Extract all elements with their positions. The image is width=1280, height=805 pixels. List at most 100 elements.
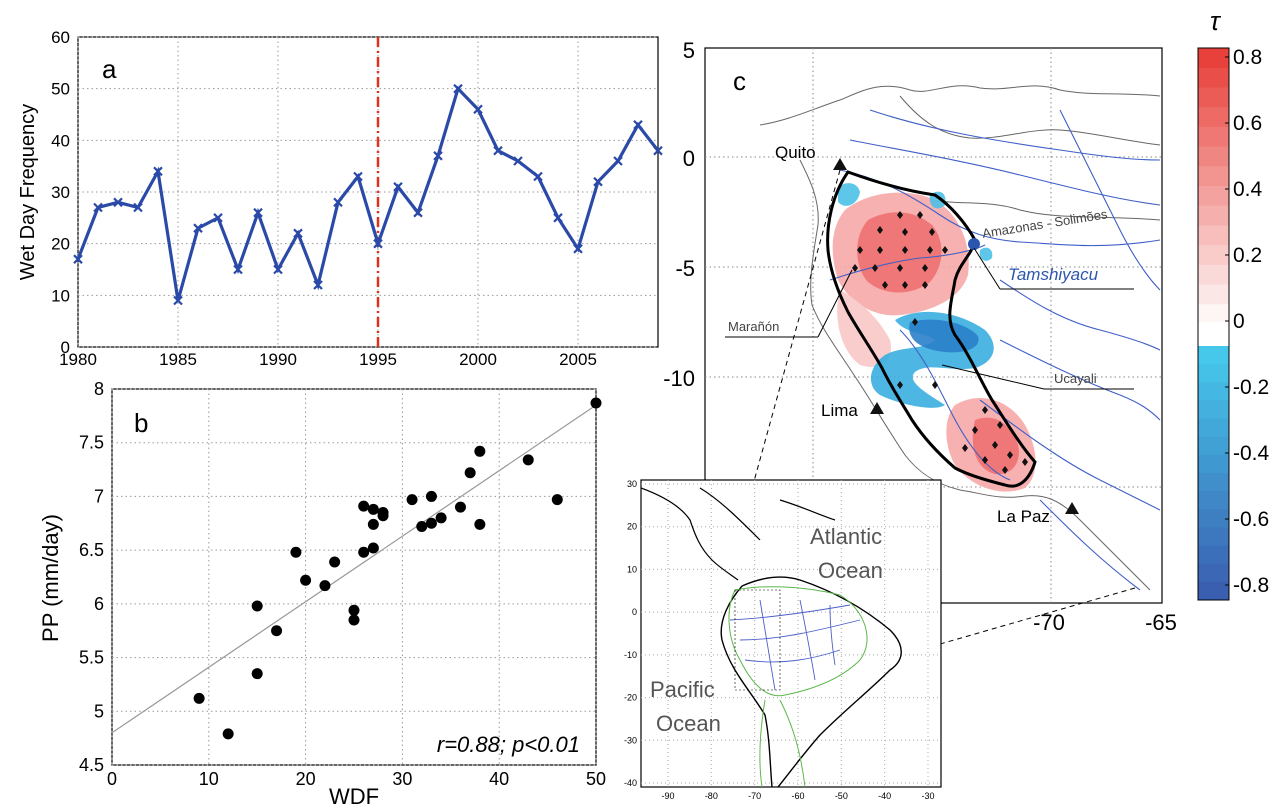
panel-c-maranon-leader: [817, 269, 853, 338]
panel-c-significance-marker: [897, 264, 903, 272]
panel-b-point: [271, 625, 283, 637]
panel-b-point: [425, 490, 437, 502]
panel-a-xtick-label: 1995: [359, 350, 397, 369]
panel-c-significance-marker: [902, 228, 908, 236]
panel-b-point: [377, 507, 389, 519]
panel-c-label: c: [733, 66, 746, 96]
panel-b-point: [367, 503, 379, 515]
inset-ytick-label: -30: [624, 735, 637, 745]
panel-a-point: [493, 145, 503, 156]
panel-b-xtick-label: 10: [199, 769, 219, 789]
panel-a-point: [93, 202, 103, 213]
inset-map: -90 -80 -70 -60 -50 -40 -30 30 20 10 0 -10 -20 -30 -40…: [624, 169, 1136, 801]
inset-xtick-label: -60: [791, 791, 804, 801]
panel-a-point: [113, 197, 123, 208]
panel-b-annotation: r=0.88; p<0.01: [437, 732, 580, 757]
panel-b-point: [416, 521, 428, 533]
inset-basin-boundaries: [728, 586, 868, 787]
inset-label-atlantic-2: Ocean: [818, 558, 883, 583]
colorbar-step-positive: [1198, 146, 1229, 167]
panel-a-ytick-label: 10: [51, 286, 70, 305]
panel-b-point: [551, 494, 563, 506]
panel-c-significance-marker: [1022, 458, 1028, 466]
panel-b-scatter-chart: 0 10 20 30 40 50 4.5 5 5.5 6 6.5 7 7.5 8 b r=0.88; p<…: [38, 379, 606, 805]
panel-c-significance-marker: [897, 381, 903, 389]
panel-c-significance-marker: [902, 246, 908, 254]
panel-c-station-marker: [968, 238, 980, 250]
colorbar-step-negative: [1198, 581, 1229, 601]
inset-xtick-label: -40: [878, 791, 891, 801]
colorbar-tick-label: -0.4: [1233, 442, 1270, 465]
panel-b-ytick-label: 7: [94, 486, 104, 506]
panel-a-point: [613, 156, 623, 166]
panel-b-xtick-label: 30: [392, 769, 412, 789]
panel-b-fit-line: [111, 404, 597, 734]
inset-label-pacific-2: Ocean: [656, 711, 721, 736]
panel-c-significance-marker: [877, 246, 883, 254]
panel-a-ytick-label: 40: [51, 131, 70, 150]
panel-c-significance-marker: [982, 406, 988, 414]
inset-xtick-label: -50: [835, 791, 848, 801]
panel-b-point: [348, 604, 360, 616]
panel-c-significance-marker: [992, 441, 998, 449]
panel-b-ytick-label: 5: [94, 701, 104, 721]
panel-b-xtick-label: 50: [586, 769, 606, 789]
panel-a-point: [273, 264, 283, 275]
colorbar-step-positive: [1198, 107, 1229, 128]
inset-ytick-label: 20: [627, 522, 637, 532]
panel-c-significance-marker: [1007, 451, 1013, 459]
panel-a-point: [593, 176, 603, 187]
colorbar-step-negative: [1198, 346, 1229, 365]
colorbar-step-negative: [1198, 509, 1229, 528]
colorbar-tick-label: 0.8: [1233, 46, 1262, 69]
panel-c-significance-marker: [882, 281, 888, 289]
panel-a-point: [433, 151, 443, 161]
panel-c-significance-marker: [962, 444, 968, 452]
panel-c-positive-region-mid: [837, 290, 891, 368]
colorbar-step-positive: [1198, 225, 1229, 246]
panel-b-point: [358, 546, 370, 558]
panel-c-significance-marker: [942, 246, 948, 254]
colorbar-step-negative: [1198, 382, 1229, 401]
colorbar-frame: [1197, 47, 1230, 601]
panel-a-point: [333, 197, 343, 208]
panel-a-ytick-label: 20: [51, 235, 70, 254]
colorbar-step-positive: [1198, 126, 1229, 148]
colorbar-step-negative: [1198, 364, 1229, 383]
panel-a-xtick-label: 1985: [159, 350, 197, 369]
panel-c-ucayali-leader: [941, 364, 1045, 390]
panel-a-ylabel: Wet Day Frequency: [17, 104, 39, 280]
colorbar-step-negative: [1198, 400, 1229, 420]
panel-c-significance-marker: [997, 421, 1003, 429]
panel-b-ytick-label: 5.5: [79, 648, 104, 668]
panel-b-xtick-label: 40: [489, 769, 509, 789]
panel-a-series-line: [76, 85, 660, 301]
panel-a-point: [293, 228, 303, 239]
colorbar-step-negative: [1198, 436, 1229, 456]
panel-c-city-lima-marker: [870, 402, 884, 414]
colorbar-step-positive: [1198, 284, 1229, 305]
panel-a-point: [353, 171, 363, 182]
panel-a-ytick-label: 30: [51, 183, 70, 202]
panel-c-significance-marker: [857, 246, 863, 254]
colorbar-step-positive: [1198, 264, 1229, 286]
panel-a-ytick-label: 0: [61, 338, 70, 357]
panel-c-significance-marker: [877, 226, 883, 234]
panel-b-ytick-label: 7.5: [79, 433, 104, 453]
colorbar-step-negative: [1198, 454, 1229, 474]
panel-b-point: [251, 668, 263, 680]
panel-a-point: [633, 120, 643, 130]
panel-c-river-ucayali-label: Ucayali: [1054, 371, 1097, 386]
panel-c-ytick-2: -5: [675, 256, 695, 281]
colorbar-title: τ: [1210, 6, 1222, 36]
panel-c-city-lima-label: Lima: [821, 401, 858, 420]
colorbar-step-positive: [1198, 186, 1229, 207]
panel-a-ytick-label: 60: [51, 28, 70, 47]
panel-c-city-lapaz-marker: [1065, 502, 1079, 514]
panel-b-point: [193, 692, 205, 704]
colorbar-step-zero: [1198, 322, 1229, 346]
panel-b-xtick-label: 0: [107, 769, 117, 789]
inset-coast-south-america: [720, 576, 902, 787]
panel-c-negative-patch-north: [838, 183, 993, 261]
